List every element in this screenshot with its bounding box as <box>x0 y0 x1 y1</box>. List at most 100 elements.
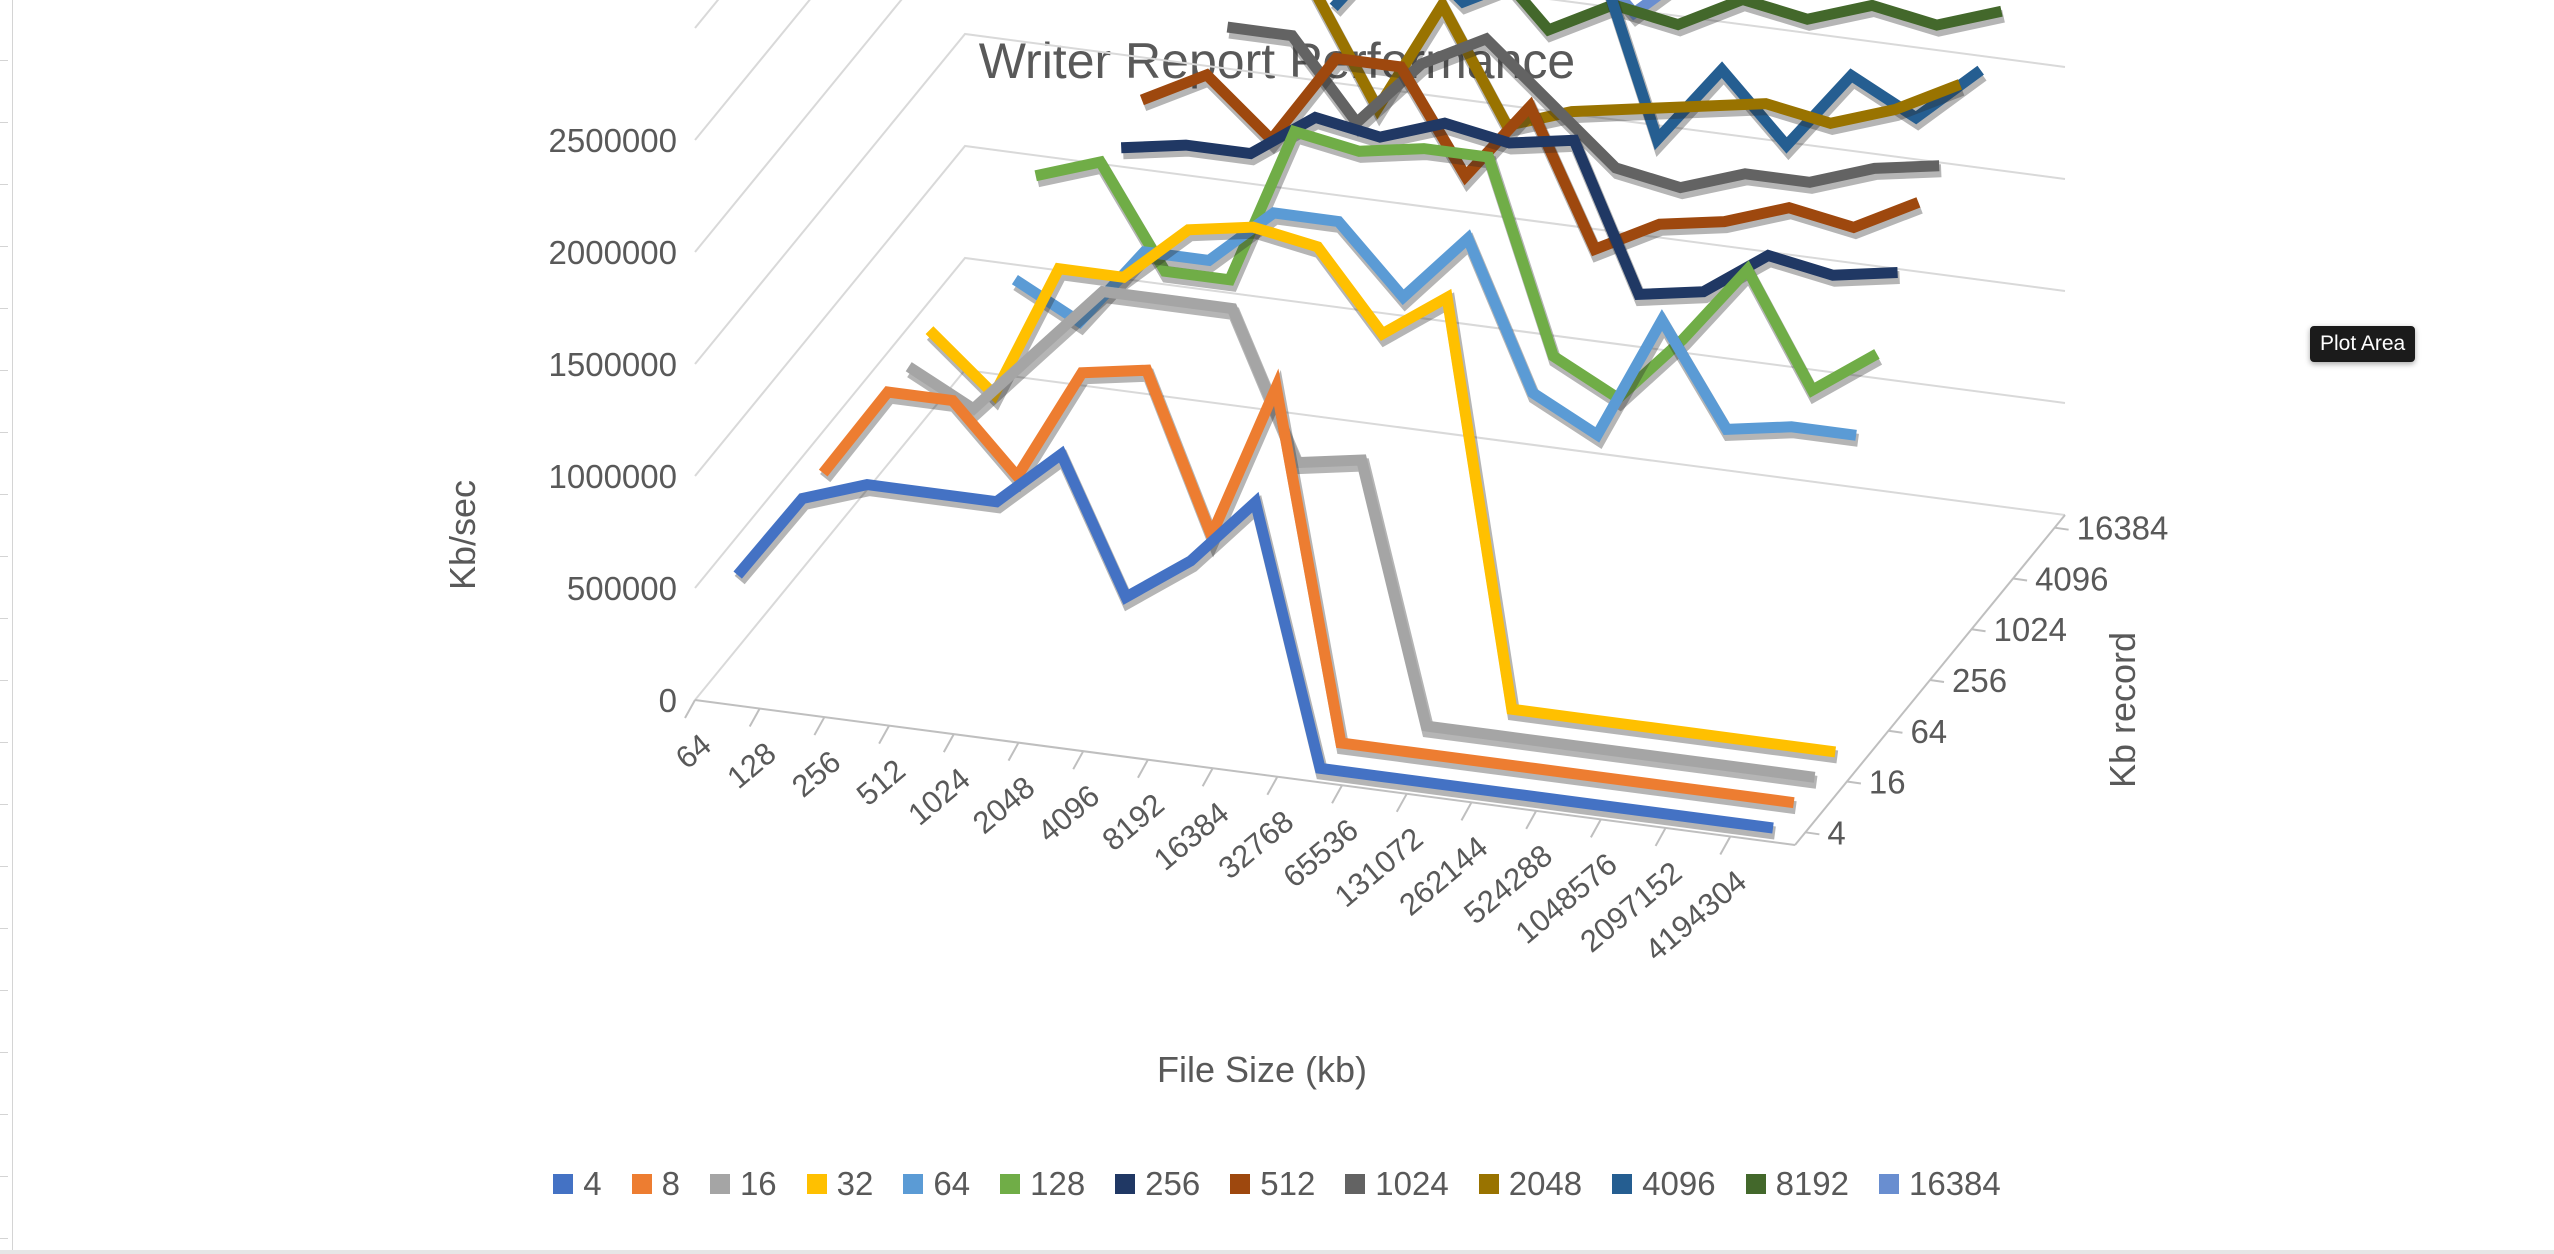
legend-item[interactable]: 64 <box>903 1165 970 1203</box>
series-32[interactable] <box>925 221 1839 764</box>
legend-item[interactable]: 512 <box>1230 1165 1315 1203</box>
z-tick-mark <box>1805 831 1820 836</box>
gridline <box>694 256 2066 589</box>
x-tick-mark <box>1719 835 1732 855</box>
z-tick-mark <box>1846 780 1862 785</box>
sheet-row-tick <box>0 1114 8 1115</box>
series-16[interactable] <box>905 285 1818 789</box>
sheet-row-tick <box>0 556 8 557</box>
series-line[interactable] <box>733 445 1774 834</box>
z-tick-label: 256 <box>1952 662 2007 699</box>
series-4[interactable] <box>733 445 1776 840</box>
legend-swatch <box>709 1174 730 1194</box>
gridline <box>694 32 2066 365</box>
sheet-edge <box>0 0 13 1254</box>
x-axis-title: File Size (kb) <box>1157 1049 1367 1090</box>
legend-label: 64 <box>933 1165 971 1202</box>
legend-label: 256 <box>1145 1165 1201 1202</box>
y-tick-label: 2500000 <box>549 122 677 159</box>
x-tick-mark <box>813 716 826 736</box>
legend-item[interactable]: 4096 <box>1612 1165 1716 1203</box>
x-tick-mark <box>1590 818 1602 838</box>
sheet-row-tick <box>0 432 8 433</box>
x-tick-mark <box>878 725 890 745</box>
legend-label: 1024 <box>1375 1165 1449 1202</box>
x-tick-label: 2048 <box>966 769 1041 840</box>
series-4096[interactable] <box>1329 0 1987 161</box>
series-line[interactable] <box>1226 21 1940 194</box>
legend-item[interactable]: 2048 <box>1478 1165 1583 1203</box>
z-tick-mark <box>1971 628 1986 633</box>
legend-swatch <box>1878 1174 1899 1194</box>
y-tick-label: 500000 <box>567 570 677 607</box>
x-tick-mark <box>1201 767 1214 787</box>
series-2048[interactable] <box>1311 0 1965 138</box>
legend-swatch <box>1000 1174 1021 1194</box>
z-tick-mark <box>1929 679 1945 683</box>
series-1024[interactable] <box>1226 21 1942 200</box>
series-8[interactable] <box>818 364 1797 815</box>
series-line[interactable] <box>925 221 1837 758</box>
series-line[interactable] <box>818 364 1795 809</box>
x-tick-mark <box>1395 793 1408 813</box>
sheet-row-tick <box>0 618 8 619</box>
series-8192[interactable] <box>1354 0 2005 43</box>
gridline <box>694 144 2066 477</box>
legend-swatch <box>1230 1174 1251 1194</box>
legend-label: 16 <box>739 1165 777 1202</box>
sheet-row-tick <box>0 494 8 495</box>
sheet-row-tick <box>0 742 8 743</box>
legend-item[interactable]: 16384 <box>1878 1165 2001 1203</box>
sheet-row-tick <box>0 680 8 681</box>
sheet-row-tick <box>0 990 8 991</box>
series-line[interactable] <box>1329 0 1984 154</box>
legend-item[interactable]: 32 <box>806 1165 873 1203</box>
series-layer <box>733 0 2005 840</box>
legend-swatch <box>553 1174 574 1194</box>
legend-label: 8 <box>661 1165 680 1202</box>
series-line[interactable] <box>1313 0 1962 132</box>
legend-label: 2048 <box>1508 1165 1583 1202</box>
legend-item[interactable]: 8192 <box>1745 1165 1849 1203</box>
sheet-row-tick <box>0 370 8 371</box>
x-tick-mark <box>1007 742 1020 762</box>
sheet-row-tick <box>0 866 8 867</box>
legend-item[interactable]: 128 <box>1000 1165 1085 1203</box>
y-tick-label: 2000000 <box>549 234 677 271</box>
legend-swatch <box>903 1174 924 1194</box>
x-tick-mark <box>1072 750 1085 770</box>
legend-swatch <box>806 1174 827 1194</box>
z-tick-mark <box>1888 729 1903 734</box>
series-line[interactable] <box>905 285 1816 783</box>
sheet-row-tick <box>0 308 8 309</box>
sheet-row-tick <box>0 122 8 123</box>
legend-label: 4096 <box>1642 1165 1716 1202</box>
series-line[interactable] <box>1034 124 1880 406</box>
sheet-row-tick <box>0 1176 8 1177</box>
legend-item[interactable]: 1024 <box>1345 1165 1449 1203</box>
series-128[interactable] <box>1034 124 1883 412</box>
sheet-row-tick <box>0 184 8 185</box>
series-256[interactable] <box>1120 111 1900 307</box>
x-axis-line <box>694 699 1796 846</box>
x-tick-mark <box>684 699 696 719</box>
sheet-row-tick <box>0 1238 8 1239</box>
legend-swatch <box>1612 1174 1633 1194</box>
legend-swatch <box>1478 1174 1499 1194</box>
legend-item[interactable]: 8 <box>631 1165 680 1203</box>
sheet-row-tick <box>0 804 8 805</box>
series-line[interactable] <box>1354 0 2003 37</box>
y-tick-label: 0 <box>659 682 677 719</box>
gridline <box>694 0 811 141</box>
legend-item[interactable]: 4 <box>553 1165 602 1203</box>
z-tick-label: 64 <box>1910 713 1947 750</box>
legend-swatch <box>1745 1174 1766 1194</box>
z-tick-mark <box>2012 577 2028 582</box>
legend-item[interactable]: 16 <box>709 1165 777 1203</box>
z-axis-title: Kb record <box>2102 632 2143 788</box>
series-line[interactable] <box>1120 111 1898 301</box>
series-shadow <box>907 289 1818 789</box>
x-tick-label: 64 <box>669 727 718 776</box>
legend-item[interactable]: 256 <box>1115 1165 1200 1203</box>
